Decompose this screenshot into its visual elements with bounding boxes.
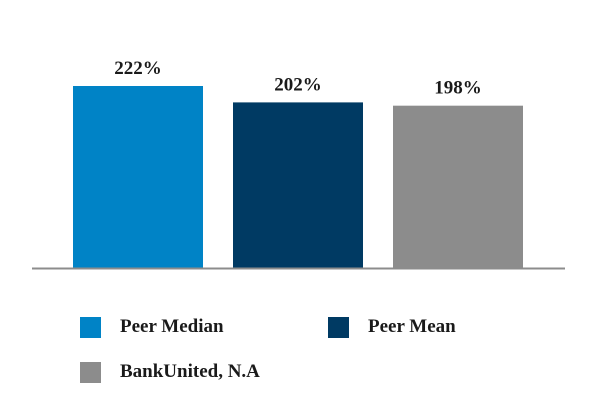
legend-swatch-bankunited [80,361,101,383]
legend-item-bankunited: BankUnited, N.A [80,361,260,383]
legend-swatch-peer-mean [328,316,349,338]
data-label-bankunited-n-a: 198% [434,78,482,99]
bar-peer-median [73,86,203,268]
bar-bankunited-n-a [393,105,523,268]
data-label-peer-median: 222% [114,58,162,79]
bar-peer-mean [233,102,363,268]
legend-label-peer-median: Peer Median [120,316,224,337]
legend-swatch-peer-median [80,316,101,338]
legend-label-peer-mean: Peer Mean [368,316,456,337]
legend-item-peer-mean: Peer Mean [328,316,456,338]
legend-label-bankunited: BankUnited, N.A [120,361,260,382]
legend-item-peer-median: Peer Median [80,316,224,338]
data-label-peer-mean: 202% [274,74,322,95]
